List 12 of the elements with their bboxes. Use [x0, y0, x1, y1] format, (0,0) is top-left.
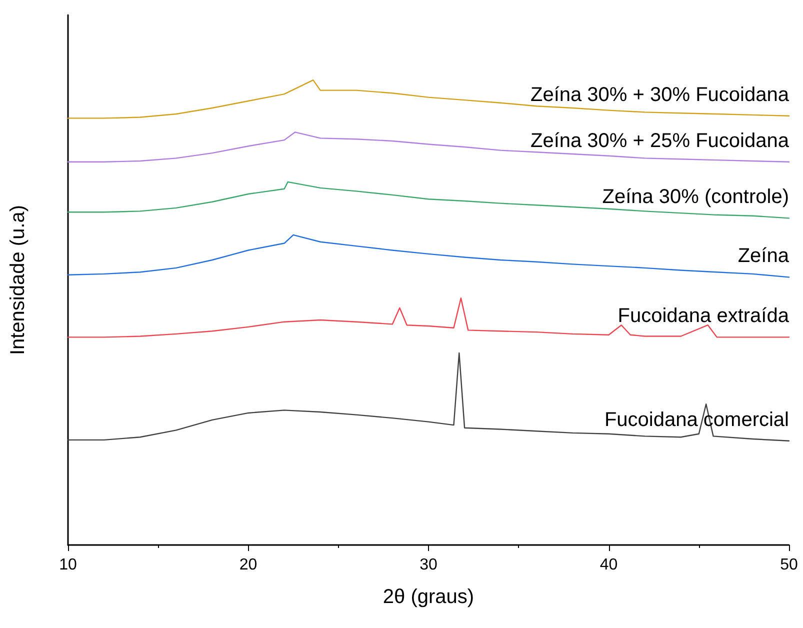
series-label: Fucoidana extraída [618, 305, 790, 328]
series-label: Zeína 30% + 25% Fucoidana [530, 130, 790, 152]
x-tick-label: 10 [59, 556, 77, 574]
series-label: Zeína 30% (controle) [602, 186, 789, 208]
x-tick-label: 40 [600, 556, 618, 574]
series-label: Zeína [738, 245, 790, 268]
y-axis-title: Intensidade (u.a) [7, 204, 29, 356]
x-tick-label: 20 [239, 556, 258, 574]
series-label: Zeína 30% + 30% Fucoidana [530, 84, 790, 106]
x-tick-label: 30 [420, 556, 438, 574]
x-axis-title: 2θ (graus) [382, 586, 474, 608]
x-tick-label: 50 [780, 556, 798, 574]
